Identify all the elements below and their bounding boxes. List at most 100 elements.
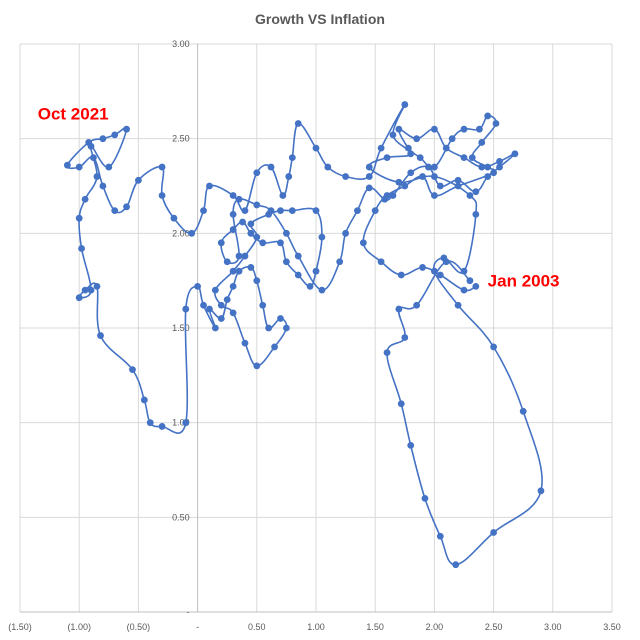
data-point <box>397 400 405 408</box>
data-point <box>416 154 424 162</box>
x-tick-label: 2.00 <box>426 622 444 632</box>
data-point <box>365 173 373 180</box>
data-point <box>87 286 95 294</box>
data-point <box>431 267 438 275</box>
data-point <box>336 258 344 266</box>
x-tick-label: 2.50 <box>485 622 503 632</box>
data-point <box>93 173 101 180</box>
data-point <box>229 267 237 275</box>
data-point <box>229 309 237 317</box>
data-point <box>265 324 273 332</box>
data-point <box>285 173 293 180</box>
data-point <box>211 286 219 294</box>
data-point <box>279 192 287 199</box>
x-tick-label: 0.50 <box>248 622 266 632</box>
data-point <box>111 131 119 139</box>
data-point <box>460 154 468 162</box>
data-point <box>123 203 130 211</box>
data-point <box>389 192 397 199</box>
data-point <box>105 163 113 171</box>
data-point <box>425 163 432 171</box>
data-point <box>81 286 89 294</box>
data-point <box>75 294 83 302</box>
data-point <box>413 301 421 309</box>
x-tick-label: (1.00) <box>67 622 91 632</box>
data-point <box>223 258 231 266</box>
data-point <box>365 163 373 171</box>
data-point <box>436 532 444 540</box>
data-point <box>490 343 497 351</box>
data-point <box>194 282 202 290</box>
data-point <box>478 139 486 146</box>
data-point <box>401 182 409 190</box>
data-point <box>247 220 255 228</box>
data-point <box>496 163 503 171</box>
data-point <box>395 305 403 313</box>
data-point <box>158 192 166 199</box>
data-point <box>241 252 249 260</box>
data-point <box>235 267 243 275</box>
annotations: Oct 2021 Jan 2003 <box>38 105 560 291</box>
data-point <box>188 229 196 237</box>
data-point <box>419 173 426 180</box>
data-point <box>484 173 492 180</box>
data-point <box>206 182 213 190</box>
data-point <box>87 142 95 150</box>
data-point <box>253 277 261 285</box>
data-point <box>99 182 107 190</box>
data-point <box>223 296 231 303</box>
data-point <box>342 173 349 180</box>
data-point <box>440 254 448 262</box>
data-point <box>277 239 284 247</box>
data-point <box>454 182 462 190</box>
data-series <box>63 101 545 569</box>
data-point <box>383 349 391 357</box>
data-point <box>182 419 190 427</box>
data-point <box>97 332 104 339</box>
data-point <box>395 125 403 133</box>
data-point <box>283 324 290 332</box>
data-point <box>475 125 483 133</box>
annotation-label: Oct 2021 <box>38 105 109 124</box>
y-tick-label: 2.50 <box>172 134 190 144</box>
data-point <box>170 214 178 222</box>
x-tick-label: (1.50) <box>8 622 32 632</box>
data-point <box>472 188 480 196</box>
data-point <box>259 301 267 309</box>
data-point <box>466 192 474 199</box>
data-point <box>253 362 261 370</box>
data-point <box>318 286 326 294</box>
data-point <box>383 192 391 199</box>
data-point <box>460 267 468 275</box>
data-point <box>359 239 367 247</box>
data-point <box>466 277 474 285</box>
x-tick-label: 3.50 <box>603 622 621 632</box>
data-point <box>460 286 468 294</box>
data-point <box>395 178 403 186</box>
data-point <box>283 229 290 237</box>
data-point <box>146 419 154 427</box>
x-tick-label: (0.50) <box>127 622 151 632</box>
data-point <box>241 207 249 215</box>
data-point <box>377 258 385 266</box>
data-point <box>419 264 426 271</box>
data-point <box>306 282 314 290</box>
axes <box>20 44 612 613</box>
y-tick-label: - <box>187 607 190 617</box>
data-point <box>401 334 409 341</box>
data-point <box>442 144 450 152</box>
data-point <box>253 169 261 177</box>
data-point <box>229 282 237 290</box>
data-point <box>511 150 519 158</box>
data-point <box>312 144 320 152</box>
data-point <box>496 157 503 165</box>
data-point <box>318 233 326 241</box>
data-point <box>431 173 438 180</box>
data-point <box>217 239 225 247</box>
data-point <box>200 301 207 309</box>
data-point <box>288 154 296 162</box>
data-point <box>211 324 219 332</box>
data-point <box>182 305 190 313</box>
data-point <box>342 229 349 237</box>
